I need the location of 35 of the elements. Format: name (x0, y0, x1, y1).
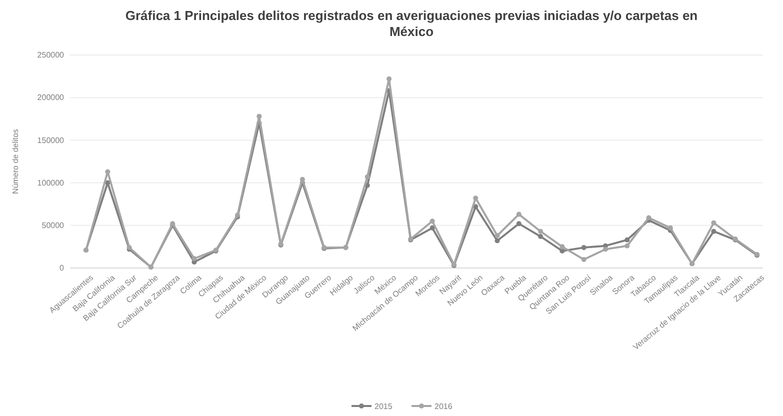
y-tick-label: 150000 (37, 136, 65, 145)
y-tick-label: 200000 (37, 93, 65, 102)
point (538, 228, 544, 234)
y-tick-label: 250000 (37, 50, 65, 60)
legend-label: 2015 (374, 402, 393, 411)
point (105, 169, 110, 174)
point (560, 244, 565, 250)
point (668, 225, 673, 230)
point (624, 237, 630, 242)
point (711, 228, 716, 234)
y-tick-label: 100000 (37, 178, 65, 188)
point (516, 221, 522, 226)
point (581, 245, 586, 250)
y-axis-title: Número de delitos (11, 129, 20, 194)
point (581, 256, 586, 262)
point (494, 238, 500, 244)
chart-title: Gráfica 1 Principales delitos registrados en averiguaciones previas iniciadas y/o carpetas en México (125, 8, 698, 39)
y-tick-label: 0 (60, 264, 65, 273)
point (256, 114, 262, 119)
y-tick-label: 50000 (42, 220, 65, 230)
point (430, 218, 435, 224)
point (300, 176, 305, 182)
point (192, 256, 197, 262)
point (624, 243, 630, 248)
point (538, 234, 544, 239)
point (494, 233, 500, 238)
point (602, 246, 608, 252)
point (430, 225, 435, 230)
point (560, 248, 565, 254)
point (364, 174, 370, 180)
point (646, 215, 652, 220)
point (516, 212, 522, 217)
point (711, 220, 716, 226)
legend-label: 2016 (434, 402, 453, 411)
point (386, 76, 392, 82)
